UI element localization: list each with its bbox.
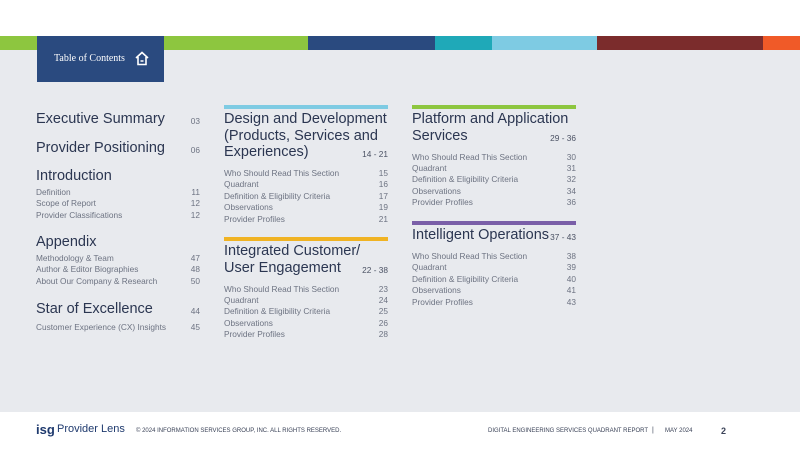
section-page: 44 [190, 306, 200, 316]
item-page: 23 [378, 283, 388, 294]
item-page: 12 [190, 198, 200, 209]
item-label: Quadrant [224, 179, 259, 190]
item-page: 24 [378, 294, 388, 305]
item-label: Observations [412, 185, 461, 196]
section-bar [224, 105, 388, 109]
item-page: 39 [566, 262, 576, 273]
color-band [435, 36, 492, 50]
item-label: Provider Profiles [224, 329, 285, 340]
item-page: 15 [378, 168, 388, 178]
logo-isg: isg [36, 422, 55, 437]
section-title: Services [412, 127, 468, 144]
section-bar [412, 105, 576, 109]
item-page: 17 [378, 190, 388, 201]
tab-label: Table of Contents [54, 53, 125, 64]
item-label: Observations [224, 202, 273, 213]
item-page: 38 [566, 251, 576, 261]
item-label: Provider Classifications [36, 209, 123, 220]
item-label: Customer Experience (CX) Insights [36, 322, 167, 332]
section-page: 06 [190, 145, 200, 155]
item-label: Quadrant [224, 294, 259, 305]
item-label: Definition & Eligibility Criteria [412, 273, 519, 284]
color-band [492, 36, 597, 50]
item-page: 41 [566, 285, 576, 296]
item-label: Provider Profiles [412, 197, 473, 208]
section-title: Introduction [36, 168, 112, 184]
home-icon [135, 51, 149, 66]
item-page: 45 [190, 322, 200, 332]
item-label: Definition & Eligibility Criteria [412, 174, 519, 185]
report-name: DIGITAL ENGINEERING SERVICES QUADRANT RE… [488, 428, 649, 434]
section-pages: 22 - 38 [362, 264, 388, 275]
section-title: Platform and Application [412, 111, 569, 127]
item-label: Who Should Read This Section [412, 251, 528, 261]
section-title: Executive Summary [36, 111, 165, 127]
item-page: 11 [191, 187, 200, 197]
item-page: 30 [566, 151, 576, 162]
item-page: 28 [378, 329, 388, 340]
item-label: Definition & Eligibility Criteria [224, 306, 331, 317]
section-page: 03 [190, 116, 200, 126]
section-bar [224, 237, 388, 241]
color-band [763, 36, 800, 50]
color-band [597, 36, 763, 50]
item-label: Who Should Read This Section [224, 283, 340, 294]
section-title: Integrated Customer/ [224, 243, 361, 259]
item-label: Who Should Read This Section [412, 151, 528, 162]
item-page: 26 [378, 317, 388, 328]
item-label: Methodology & Team [36, 253, 114, 263]
item-page: 50 [190, 275, 200, 286]
section-title: Provider Positioning [36, 140, 165, 156]
color-band [164, 36, 308, 50]
section-pages: 29 - 36 [550, 132, 576, 143]
toc-tab[interactable]: Table of Contents [37, 36, 164, 82]
item-page: 31 [566, 162, 576, 173]
section-title: (Products, Services and [224, 127, 378, 144]
item-label: Provider Profiles [224, 213, 285, 224]
content-bg [0, 50, 800, 412]
item-page: 47 [190, 253, 200, 263]
item-page: 12 [190, 209, 200, 220]
item-label: Quadrant [412, 262, 447, 273]
item-page: 40 [566, 273, 576, 284]
item-label: Scope of Report [36, 198, 96, 209]
item-label: Definition [36, 187, 71, 197]
section-pages: 14 - 21 [362, 149, 388, 159]
color-band [0, 36, 37, 50]
item-page: 25 [378, 306, 388, 317]
section-title: Design and Development [224, 111, 387, 127]
item-label: Author & Editor Biographies [36, 264, 139, 275]
date: MAY 2024 [665, 428, 693, 434]
item-page: 43 [566, 296, 576, 307]
section-title: User Engagement [224, 259, 341, 276]
section-title: Intelligent Operations [412, 227, 550, 243]
item-label: Who Should Read This Section [224, 168, 340, 178]
section-pages: 37 - 43 [550, 232, 576, 242]
item-page: 48 [190, 264, 200, 275]
item-label: Observations [412, 285, 461, 296]
item-label: Provider Profiles [412, 296, 473, 307]
copyright: © 2024 INFORMATION SERVICES GROUP, INC. … [136, 428, 342, 434]
section-title: Star of Excellence [36, 301, 153, 317]
section-bar [412, 221, 576, 225]
separator: | [652, 427, 654, 434]
item-label: Observations [224, 317, 273, 328]
footer: isg Provider Lens © 2024 INFORMATION SER… [0, 412, 800, 450]
item-page: 34 [566, 185, 576, 196]
item-page: 32 [566, 174, 576, 185]
logo-text: Provider Lens [57, 423, 125, 435]
item-label: Definition & Eligibility Criteria [224, 190, 331, 201]
item-label: About Our Company & Research [36, 275, 158, 286]
page-number: 2 [721, 426, 727, 436]
item-page: 36 [566, 197, 576, 208]
item-page: 21 [378, 213, 388, 224]
section-title: Appendix [36, 234, 97, 250]
section-title: Experiences) [224, 144, 309, 160]
item-label: Quadrant [412, 162, 447, 173]
color-band [308, 36, 435, 50]
item-page: 19 [378, 202, 388, 213]
item-page: 16 [378, 179, 388, 190]
